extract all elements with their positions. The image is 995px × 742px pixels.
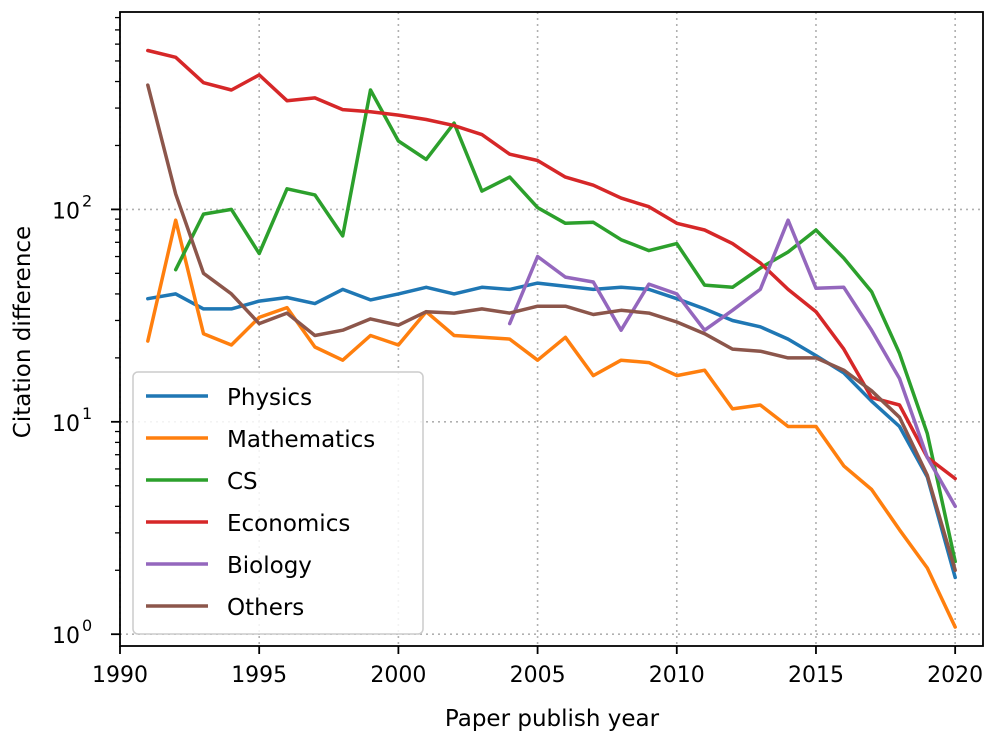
x-tick-label: 2010: [649, 663, 705, 688]
axes-frame: [119, 11, 984, 647]
series-line-biology: [507, 218, 957, 509]
series-line-others: [146, 83, 957, 573]
plot-lines: [146, 48, 957, 629]
y-tick-label: 10: [52, 624, 80, 649]
legend: Physics Mathematics CS Economics Biology Othe…: [132, 371, 424, 635]
legend-label-biology: Biology: [227, 553, 312, 579]
legend-label-physics: Physics: [227, 385, 312, 411]
y-tick-label: 10: [52, 412, 80, 437]
y-tick-exponent: 1: [82, 404, 92, 423]
y-tick-exponent: 2: [82, 191, 92, 210]
x-tick-label: 1990: [92, 663, 148, 688]
legend-label-economics: Economics: [227, 511, 350, 537]
series-line-cs: [173, 88, 957, 564]
x-tick-label: 2015: [788, 663, 844, 688]
y-tick-label: 10: [52, 199, 80, 224]
x-tick-label: 2000: [370, 663, 426, 688]
series-line-economics: [146, 48, 957, 481]
legend-label-mathematics: Mathematics: [227, 427, 375, 453]
series-line-mathematics: [146, 218, 957, 629]
x-axis-title: Paper publish year: [445, 706, 660, 732]
x-tick-label: 2020: [927, 663, 983, 688]
axes-border: [119, 11, 984, 647]
x-tick-label: 1995: [231, 663, 287, 688]
legend-label-others: Others: [227, 595, 304, 621]
y-axis-title: Citation difference: [10, 226, 36, 438]
x-tick-label: 2005: [510, 663, 566, 688]
legend-label-cs: CS: [227, 469, 258, 495]
y-tick-exponent: 0: [82, 616, 92, 635]
